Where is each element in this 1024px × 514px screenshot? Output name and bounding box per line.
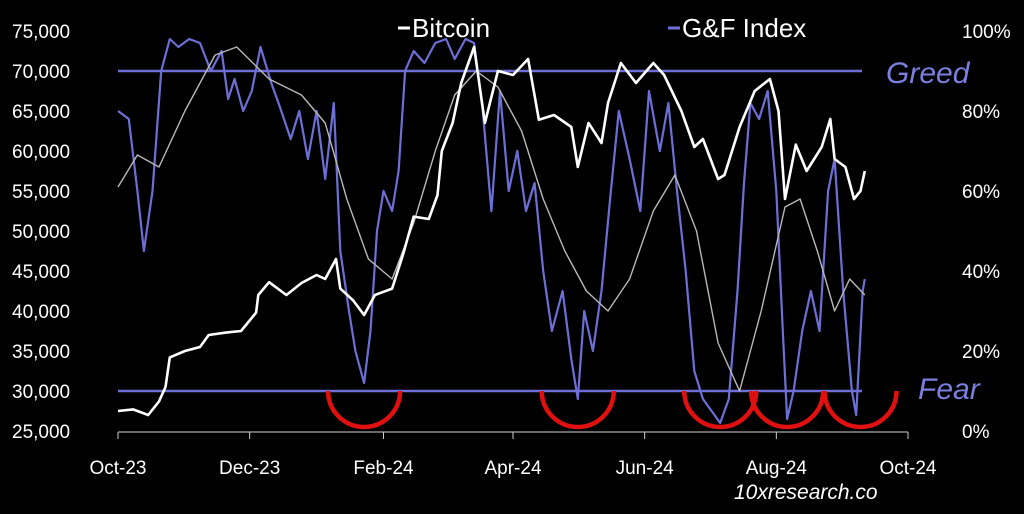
y-left-tick-label: 25,000 — [12, 422, 70, 443]
y-right-tick-label: 0% — [962, 422, 990, 443]
legend-bitcoin-label: Bitcoin — [412, 13, 490, 43]
y-left-tick-label: 30,000 — [12, 382, 70, 403]
y-left-tick-label: 75,000 — [12, 22, 70, 43]
x-tick-label: Aug-24 — [746, 458, 808, 479]
y-left-tick-label: 65,000 — [12, 102, 70, 123]
y-axis-left: 25,000 30,000 35,000 40,000 45,000 50,000 55,0… — [12, 22, 70, 443]
y-left-tick-label: 70,000 — [12, 62, 70, 83]
y-right-tick-label: 100% — [962, 22, 1011, 43]
y-right-tick-label: 20% — [962, 342, 1000, 363]
x-axis: Oct-23 Dec-23 Feb-24 Apr-24 Jun-24 Aug-24 Oct-… — [89, 432, 937, 479]
y-right-tick-label: 40% — [962, 262, 1000, 283]
x-tick-label: Oct-23 — [89, 458, 146, 479]
fear-zone-arc — [748, 390, 826, 430]
y-left-tick-label: 60,000 — [12, 142, 70, 163]
source-credit: 10xresearch.co — [734, 481, 878, 504]
legend-index-label: G&F Index — [682, 13, 806, 43]
y-left-tick-label: 40,000 — [12, 302, 70, 323]
fear-zone-arc — [325, 390, 403, 430]
y-axis-right: 0% 20% 40% 60% 80% 100% — [962, 22, 1011, 443]
greed-fear-index-average-line — [117, 46, 866, 392]
y-left-tick-label: 35,000 — [12, 342, 70, 363]
y-right-tick-label: 80% — [962, 102, 1000, 123]
greed-fear-index-line — [117, 37, 866, 425]
fear-zone-arc — [822, 390, 899, 430]
x-tick-label: Apr-24 — [484, 458, 541, 479]
x-tick-label: Feb-24 — [353, 458, 414, 479]
x-tick-label: Oct-24 — [879, 458, 936, 479]
x-tick-label: Dec-23 — [219, 458, 280, 479]
greed-label: Greed — [886, 57, 971, 90]
legend: Bitcoin G&F Index — [398, 13, 806, 43]
y-left-tick-label: 50,000 — [12, 222, 70, 243]
fear-label: Fear — [918, 373, 981, 406]
bitcoin-price-line — [117, 45, 867, 417]
series-layer — [117, 37, 867, 425]
x-tick-label: Jun-24 — [616, 458, 675, 479]
y-left-tick-label: 55,000 — [12, 182, 70, 203]
y-right-tick-label: 60% — [962, 182, 1000, 203]
reference-lines — [118, 69, 862, 393]
fear-zone-arcs — [325, 390, 899, 430]
y-left-tick-label: 45,000 — [12, 262, 70, 283]
fear-zone-arc — [539, 390, 617, 430]
